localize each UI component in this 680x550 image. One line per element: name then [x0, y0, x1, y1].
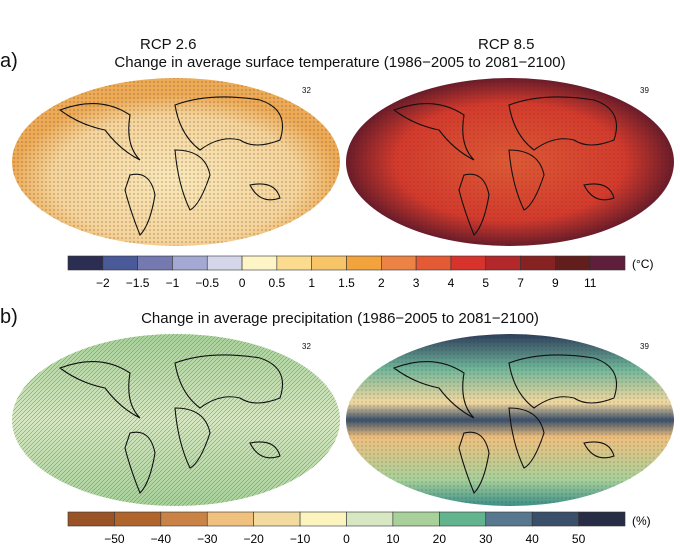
- colorbar-temp-tick-label: 3: [413, 276, 420, 290]
- colorbar-temp-swatch: [450, 255, 487, 271]
- panel-b-label: b): [0, 306, 18, 328]
- model-count: 32: [302, 86, 311, 95]
- colorbar-temp-swatch: [206, 255, 243, 271]
- colorbar-precip-swatch: [253, 511, 301, 527]
- colorbar-precip-swatch: [578, 511, 626, 527]
- panel-a-title: Change in average surface temperature (1…: [114, 54, 566, 71]
- colorbar-precip-swatch: [299, 511, 347, 527]
- colorbar-temp-swatch: [589, 255, 626, 271]
- panel-b-title: Change in average precipitation (1986−20…: [141, 310, 539, 327]
- model-count: 32: [302, 342, 311, 351]
- colorbar-temp-swatch: [311, 255, 347, 271]
- colorbar-temp-swatch: [381, 255, 417, 271]
- colorbar-temp-swatch: [137, 255, 173, 271]
- colorbar-temp-swatch: [102, 255, 138, 271]
- colorbar-temp-tick-label: 1: [308, 276, 315, 290]
- colorbar-temp-tick-label: 0: [239, 276, 246, 290]
- column-title-rcp85: RCP 8.5: [478, 36, 535, 53]
- colorbar-precip-tick-label: 20: [433, 532, 447, 546]
- colorbar-temp-unit: (°C): [632, 257, 653, 271]
- colorbar-temp-swatch: [415, 255, 452, 271]
- colorbar-precip-tick-label: −50: [104, 532, 125, 546]
- colorbar-precip-tick-label: −30: [197, 532, 218, 546]
- colorbar-precip-swatch: [346, 511, 394, 527]
- colorbar-temp-tick-label: −1.5: [126, 276, 150, 290]
- colorbar-precip-tick-label: 10: [386, 532, 400, 546]
- colorbar-temp-swatch: [172, 255, 208, 271]
- colorbar-precip-tick-label: 0: [343, 532, 350, 546]
- colorbar-temp-tick-label: 1.5: [338, 276, 355, 290]
- colorbar-temp-tick-label: 2: [378, 276, 385, 290]
- colorbar-precip-swatch: [114, 511, 162, 527]
- colorbar-temp-swatch: [485, 255, 521, 271]
- colorbar-precip-swatch: [67, 511, 115, 527]
- colorbar-precip-swatch: [206, 511, 254, 527]
- colorbar-temp-tick-label: 11: [584, 276, 597, 290]
- colorbar-precip-swatch: [485, 511, 533, 527]
- colorbar-temp-swatch: [346, 255, 382, 271]
- colorbar-precip-swatch: [531, 511, 579, 527]
- colorbar-precip-tick-label: 50: [572, 532, 586, 546]
- colorbar-precip-swatch: [392, 511, 440, 527]
- colorbar-temp-tick-label: 4: [448, 276, 455, 290]
- colorbar-precip-unit: (%): [632, 514, 651, 528]
- colorbar-precip-swatch: [160, 511, 208, 527]
- colorbar-temp-tick-label: −2: [96, 276, 110, 290]
- colorbar-precip-tick-label: −10: [290, 532, 311, 546]
- colorbar-precip-tick-label: −40: [151, 532, 172, 546]
- coastline: [58, 96, 284, 236]
- colorbar-temp-swatch: [520, 255, 556, 271]
- column-title-rcp26: RCP 2.6: [140, 36, 197, 53]
- colorbar-temp-swatch: [67, 255, 104, 271]
- colorbar-temp-swatch: [555, 255, 591, 271]
- model-count: 39: [640, 342, 649, 351]
- colorbar-temp-tick-label: 9: [552, 276, 559, 290]
- colorbar-temp-tick-label: 7: [517, 276, 524, 290]
- colorbar-temp-tick-label: −0.5: [195, 276, 219, 290]
- panel-a-label: a): [0, 50, 18, 72]
- colorbar-precip-tick-label: 30: [479, 532, 493, 546]
- colorbar-temp-swatch: [276, 255, 312, 271]
- colorbar-temp-tick-label: 0.5: [269, 276, 286, 290]
- colorbar-temp-tick-label: −1: [166, 276, 180, 290]
- colorbar-precip-swatch: [439, 511, 487, 527]
- colorbar-precip-tick-label: 40: [525, 532, 539, 546]
- model-count: 39: [640, 86, 649, 95]
- colorbar-precip-tick-label: −20: [243, 532, 264, 546]
- colorbar-temp-tick-label: 5: [482, 276, 489, 290]
- colorbar-temp-swatch: [241, 255, 278, 271]
